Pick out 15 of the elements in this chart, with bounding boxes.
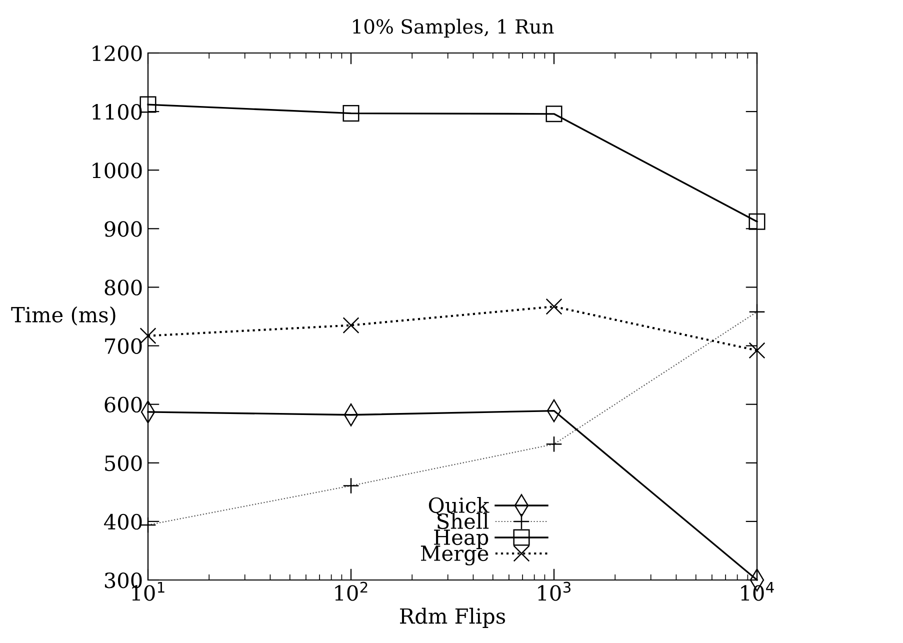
y-tick-label: 600: [104, 396, 142, 413]
x-tick-label: 10$^{4}$: [741, 582, 774, 601]
y-tick-label: 700: [105, 338, 142, 354]
y-tick-label: 1100: [92, 104, 142, 120]
y-tick-label: 1000: [92, 162, 142, 178]
y-tick-label: 900: [104, 221, 142, 237]
x-tick-label: 10$^{2}$: [335, 582, 368, 601]
y-axis-title: Time (ms): [11, 306, 116, 326]
y-tick-label: 400: [104, 514, 142, 530]
chart-title: 10% Samples, 1 Run: [353, 18, 554, 38]
y-tick-label: 800: [104, 280, 142, 296]
y-tick-label: 1200: [92, 45, 142, 62]
x-tick-label: 10$^{3}$: [538, 582, 570, 601]
x-axis-title: Rdm Flips: [400, 608, 506, 628]
y-tick-label: 500: [105, 455, 142, 472]
